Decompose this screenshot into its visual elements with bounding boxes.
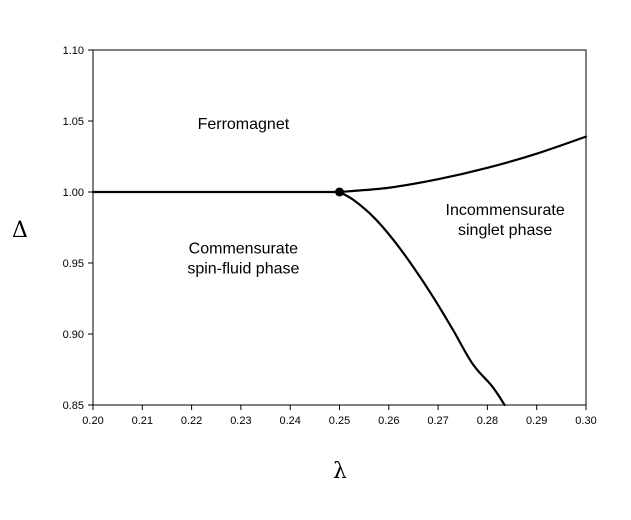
x-tick-label: 0.20 (82, 415, 103, 427)
points (335, 187, 344, 197)
multicritical-point (335, 187, 344, 197)
x-tick-label: 0.25 (329, 415, 350, 427)
y-tick-label: 0.90 (63, 329, 84, 341)
ferromagnet-label: Ferromagnet (198, 116, 290, 133)
x-axis-title: λ (333, 459, 347, 484)
axis-titles: λ Δ (12, 218, 347, 484)
y-tick-label: 1.00 (63, 187, 84, 199)
x-tick-label: 0.23 (230, 415, 251, 427)
commensurate-phase-label: Commensurate (189, 240, 298, 257)
y-tick-label: 0.85 (63, 400, 84, 412)
x-tick-label: 0.28 (477, 415, 498, 427)
upper-boundary-curve (338, 135, 588, 194)
x-tick-label: 0.29 (526, 415, 547, 427)
lower-boundary-curve (338, 190, 506, 407)
region-labels: Ferromagnet Commensurate spin-fluid phase I… (187, 116, 565, 277)
y-tick-label: 1.10 (63, 45, 84, 57)
x-tick-label: 0.21 (132, 415, 153, 427)
incommensurate-phase-label: Incommensurate (446, 202, 565, 219)
incommensurate-phase-label: singlet phase (458, 222, 552, 239)
x-tick-label: 0.27 (427, 415, 448, 427)
x-tick-label: 0.22 (181, 415, 202, 427)
y-tick-label: 1.05 (63, 116, 84, 128)
x-tick-label: 0.24 (279, 415, 300, 427)
x-tick-label: 0.26 (378, 415, 399, 427)
axes: 0.20 0.21 0.22 0.23 0.24 0.25 0.26 0.27 0.28 0.29… (63, 45, 597, 427)
y-axis-title: Δ (12, 218, 28, 243)
commensurate-phase-label: spin-fluid phase (187, 260, 299, 277)
x-tick-label: 0.30 (575, 415, 596, 427)
y-tick-label: 0.95 (63, 258, 84, 270)
phase-boundaries (91, 135, 588, 407)
